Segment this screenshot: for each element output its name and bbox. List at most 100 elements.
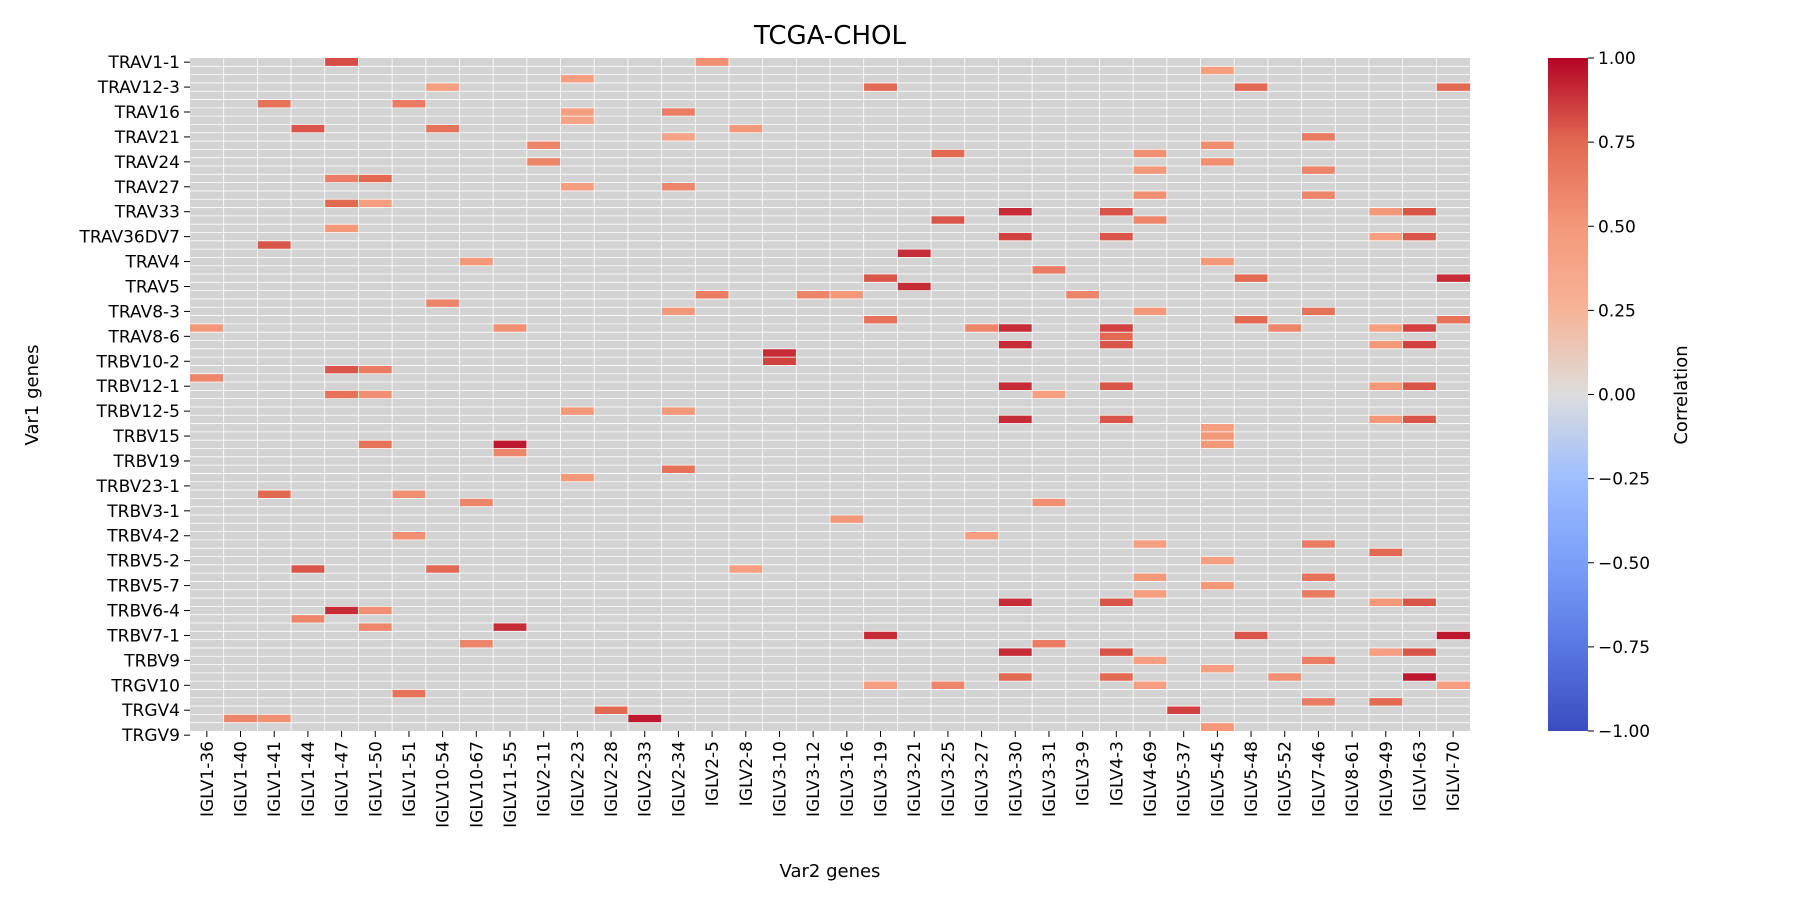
heatmap-cell — [661, 132, 696, 142]
heatmap-cell — [1166, 706, 1201, 715]
heatmap-cell — [1301, 132, 1336, 142]
heatmap-cell — [1402, 232, 1437, 241]
heatmap-cell — [998, 232, 1033, 241]
y-tick-label: TRAV24 — [114, 153, 180, 173]
y-tick-label: TRAV1-1 — [108, 53, 180, 73]
heatmap-cell — [863, 631, 898, 640]
x-tick-label: IGLV3-9 — [1074, 741, 1094, 806]
heatmap-cell — [830, 290, 864, 299]
heatmap-cell — [1133, 539, 1167, 549]
y-tick-label: TRBV5-7 — [106, 577, 180, 597]
heatmap-cell — [1133, 166, 1167, 175]
heatmap-cell — [291, 564, 325, 574]
heatmap-cell — [863, 82, 898, 92]
heatmap-cell — [493, 323, 527, 333]
y-tick-label: TRAV8-3 — [108, 302, 180, 322]
heatmap-cell — [493, 622, 527, 632]
heatmap-cell — [931, 681, 965, 690]
heatmap-cell — [425, 82, 460, 92]
heatmap-cell — [1133, 573, 1167, 582]
x-tick-label: IGLV2-28 — [602, 741, 622, 817]
heatmap-cell — [1133, 190, 1167, 200]
heatmap-cell — [459, 639, 494, 648]
heatmap-cell — [661, 465, 696, 474]
x-tick-label: IGLV4-69 — [1141, 741, 1161, 817]
heatmap-cell — [1032, 265, 1066, 275]
heatmap-cell — [392, 99, 426, 108]
heatmap-cell — [257, 490, 292, 499]
heatmap-cell — [324, 224, 359, 233]
x-tick-label: IGLV1-51 — [400, 741, 420, 817]
x-tick-label: IGLV10-67 — [467, 741, 487, 828]
y-axis-ticks: TRAV1-1 TRAV12-3 TRAV16 TRAV21 TRAV24 TRAV27 T… — [78, 53, 190, 746]
heatmap-cell — [1368, 207, 1403, 216]
heatmap-cell — [1200, 664, 1235, 673]
heatmap-cell — [1133, 589, 1167, 599]
y-tick-label: TRBV12-5 — [95, 402, 180, 422]
colorbar-gradient — [1548, 58, 1588, 731]
heatmap-cell — [1200, 257, 1235, 266]
heatmap-cell — [324, 606, 359, 615]
x-tick-label: IGLV3-21 — [905, 741, 925, 817]
heatmap-cell — [627, 714, 662, 723]
y-tick-label: TRBV7-1 — [106, 626, 180, 646]
heatmap-cell — [1032, 498, 1066, 507]
heatmap-cell — [998, 323, 1033, 333]
heatmap-cell — [897, 249, 932, 258]
heatmap-cell — [1133, 215, 1167, 225]
colorbar-tick-label: 0.25 — [1598, 301, 1636, 321]
heatmap-cell — [1301, 589, 1336, 599]
heatmap-cell — [223, 714, 258, 723]
heatmap-cell — [1065, 290, 1100, 299]
heatmap-cell — [1368, 647, 1403, 657]
heatmap-cell — [1234, 631, 1268, 640]
heatmap-cell — [1402, 598, 1437, 607]
heatmap-cell — [1133, 149, 1167, 158]
heatmap-cell — [1301, 307, 1336, 316]
heatmap-cell — [1099, 647, 1134, 657]
x-axis-ticks: IGLV1-36 IGLV1-40 IGLV1-41 IGLV1-44 IGLV1-47… — [198, 731, 1464, 828]
colorbar-tick-label: 1.00 — [1598, 49, 1636, 69]
heatmap-cell — [1032, 390, 1066, 399]
heatmap-cell — [931, 215, 965, 225]
heatmap-cell — [661, 307, 696, 316]
heatmap-cell — [358, 174, 393, 183]
heatmap-cell — [964, 323, 999, 333]
heatmap-cell — [560, 182, 595, 191]
heatmap-cell — [190, 373, 224, 383]
heatmap-cell — [560, 473, 595, 482]
x-tick-label: IGLVI-70 — [1444, 741, 1464, 811]
heatmap-cell — [1200, 440, 1235, 449]
y-tick-label: TRAV21 — [114, 128, 180, 148]
heatmap-cell — [762, 357, 797, 366]
heatmap-cell — [392, 689, 426, 698]
y-tick-label: TRBV12-1 — [95, 377, 180, 397]
heatmap-cell — [1301, 656, 1336, 665]
heatmap-cell — [291, 124, 325, 133]
heatmap-cell — [526, 141, 561, 150]
heatmap-cell — [1402, 415, 1437, 424]
y-tick-label: TRAV8-6 — [108, 327, 180, 347]
heatmap-cell — [1099, 323, 1134, 333]
colorbar-tick-label: −0.25 — [1598, 470, 1650, 490]
heatmap-cell — [1402, 647, 1437, 657]
colorbar-tick-label: −1.00 — [1598, 722, 1650, 742]
heatmap-cell — [1301, 190, 1336, 200]
colorbar: 1.00 0.75 0.50 0.25 0.00 −0.25 −0.50 −0.75 −1.00… — [1548, 49, 1692, 742]
heatmap-cell — [1368, 323, 1403, 333]
heatmap-cell — [1368, 697, 1403, 707]
colorbar-tick-label: 0.00 — [1598, 386, 1636, 406]
heatmap-cell — [1368, 232, 1403, 241]
heatmap-cell — [1032, 639, 1066, 648]
y-tick-label: TRBV10-2 — [95, 352, 180, 372]
heatmap-cell — [1368, 598, 1403, 607]
heatmap-cell — [998, 672, 1033, 682]
heatmap-cell — [1099, 207, 1134, 216]
heatmap-cells — [190, 58, 1470, 731]
y-tick-label: TRBV19 — [112, 452, 180, 472]
heatmap-cell — [291, 614, 325, 623]
heatmap-cell — [1200, 722, 1235, 731]
heatmap-cell — [1200, 556, 1235, 565]
heatmap-cell — [594, 706, 628, 715]
